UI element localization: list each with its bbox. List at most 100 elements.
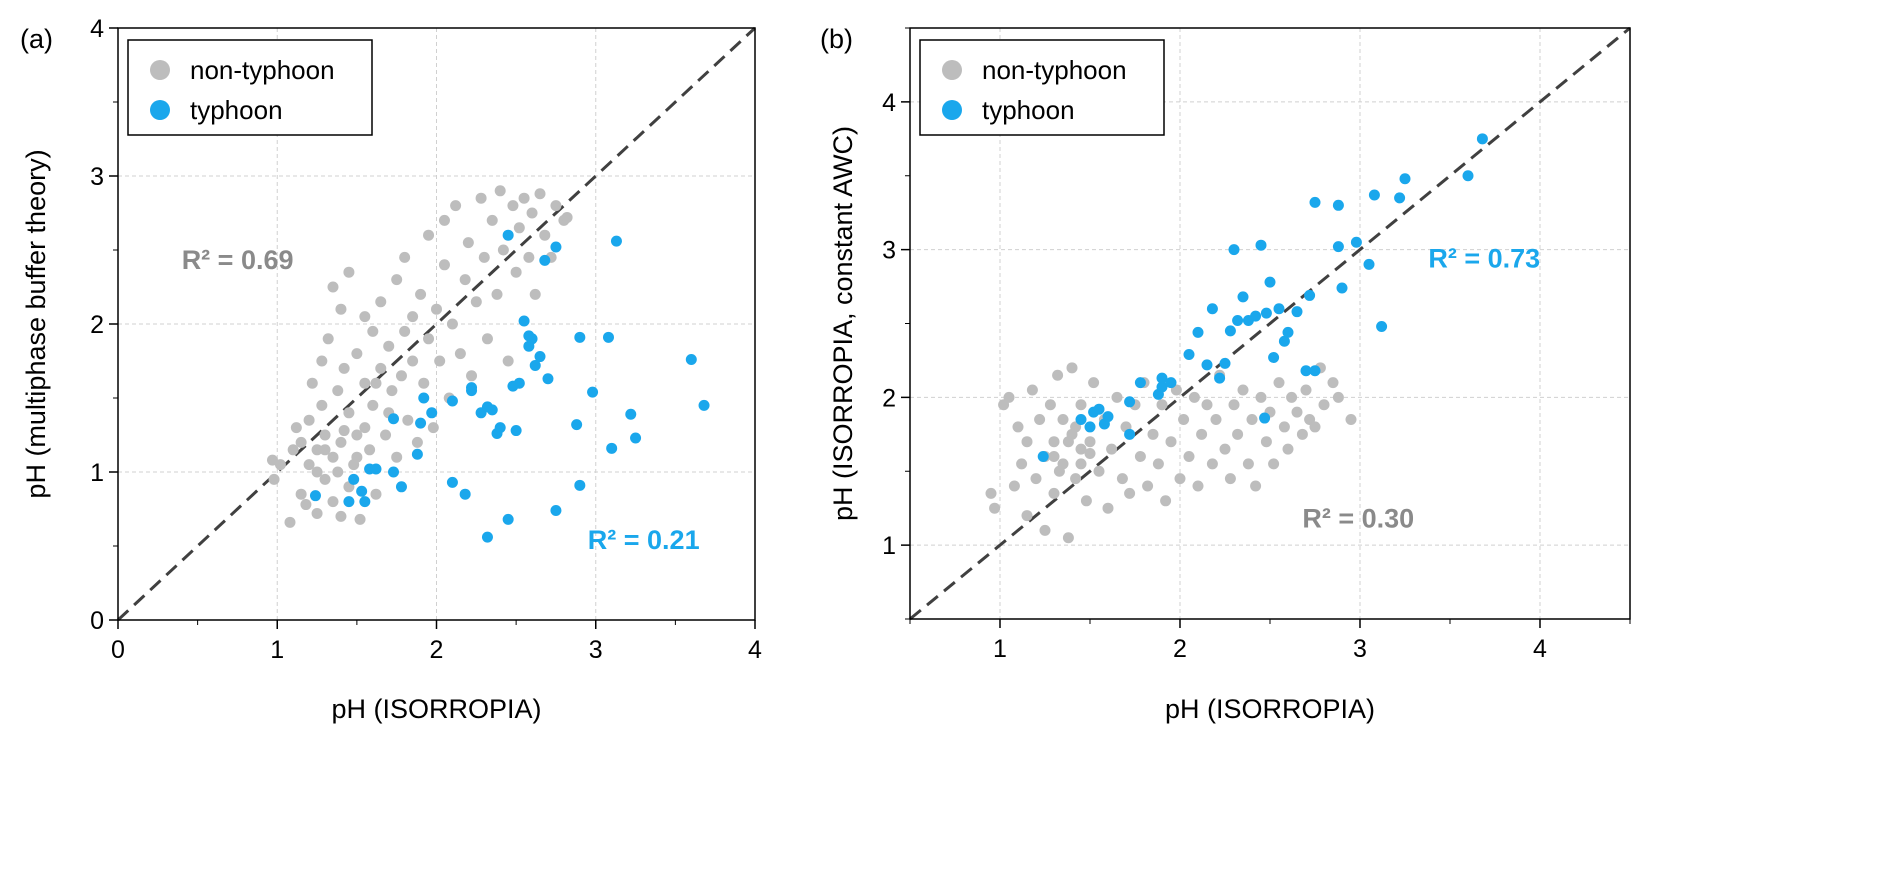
x-tick-label: 1 bbox=[270, 636, 284, 664]
typhoon-point bbox=[1037, 450, 1049, 462]
typhoon-point bbox=[1250, 310, 1262, 322]
x-tick-label: 2 bbox=[1173, 635, 1187, 663]
typhoon-point bbox=[1350, 236, 1362, 248]
non-typhoon-point bbox=[343, 266, 355, 278]
typhoon-point bbox=[1332, 241, 1344, 253]
typhoon-point bbox=[1206, 303, 1218, 315]
non-typhoon-point bbox=[494, 185, 506, 197]
y-tick-label: 1 bbox=[90, 459, 104, 487]
non-typhoon-point bbox=[502, 355, 514, 367]
non-typhoon-point bbox=[423, 333, 435, 345]
non-typhoon-point bbox=[268, 473, 280, 485]
non-typhoon-point bbox=[295, 488, 307, 500]
non-typhoon-point bbox=[1048, 487, 1060, 499]
non-typhoon-point bbox=[1192, 480, 1204, 492]
non-typhoon-point bbox=[1160, 495, 1172, 507]
typhoon-point bbox=[1309, 365, 1321, 377]
non-typhoon-point bbox=[1210, 414, 1222, 426]
typhoon-point bbox=[426, 407, 438, 419]
typhoon-point bbox=[574, 479, 586, 491]
typhoon-point bbox=[1124, 396, 1136, 408]
non-typhoon-point bbox=[300, 499, 312, 511]
typhoon-point bbox=[1192, 326, 1204, 338]
non-typhoon-point bbox=[1026, 384, 1038, 396]
non-typhoon-point bbox=[316, 355, 328, 367]
typhoon-point bbox=[1300, 365, 1312, 377]
non-typhoon-point bbox=[415, 288, 427, 300]
typhoon-point bbox=[502, 229, 514, 241]
non-typhoon-point bbox=[1268, 458, 1280, 470]
non-typhoon-point bbox=[466, 370, 478, 382]
typhoon-point bbox=[1304, 289, 1316, 301]
non-typhoon-point bbox=[1044, 399, 1056, 411]
non-typhoon-point bbox=[407, 355, 419, 367]
x-tick-label: 3 bbox=[1353, 635, 1367, 663]
typhoon-point bbox=[1332, 199, 1344, 211]
non-typhoon-point bbox=[491, 288, 503, 300]
non-typhoon-point bbox=[1147, 428, 1159, 440]
typhoon-point bbox=[529, 359, 541, 371]
non-typhoon-point bbox=[1052, 369, 1064, 381]
non-typhoon-point bbox=[434, 355, 446, 367]
y-tick-label: 1 bbox=[882, 532, 896, 560]
non-typhoon-point bbox=[319, 444, 331, 456]
non-typhoon-point bbox=[287, 444, 299, 456]
non-typhoon-point bbox=[510, 266, 522, 278]
typhoon-point bbox=[542, 373, 554, 385]
non-typhoon-point bbox=[1039, 524, 1051, 536]
panel-label: (a) bbox=[20, 24, 53, 54]
y-tick-label: 3 bbox=[90, 163, 104, 191]
non-typhoon-point bbox=[529, 288, 541, 300]
non-typhoon-point bbox=[1255, 391, 1267, 403]
x-tick-label: 4 bbox=[1533, 635, 1547, 663]
typhoon-point bbox=[518, 315, 530, 327]
non-typhoon-point bbox=[1075, 458, 1087, 470]
non-typhoon-point bbox=[319, 429, 331, 441]
non-typhoon-point bbox=[364, 444, 376, 456]
typhoon-point bbox=[513, 377, 525, 389]
typhoon-point bbox=[1363, 258, 1375, 270]
legend-marker-typhoon bbox=[150, 100, 170, 120]
non-typhoon-point bbox=[327, 496, 339, 508]
non-typhoon-point bbox=[375, 362, 387, 374]
non-typhoon-point bbox=[1084, 436, 1096, 448]
non-typhoon-point bbox=[1088, 377, 1100, 389]
non-typhoon-point bbox=[518, 192, 530, 204]
y-axis-label: pH (ISORROPIA, constant AWC) bbox=[828, 126, 858, 521]
non-typhoon-point bbox=[481, 333, 493, 345]
non-typhoon-point bbox=[486, 214, 498, 226]
non-typhoon-point bbox=[1219, 443, 1231, 455]
non-typhoon-point bbox=[561, 211, 573, 223]
non-typhoon-point bbox=[1345, 414, 1357, 426]
non-typhoon-point bbox=[985, 487, 997, 499]
non-typhoon-point bbox=[423, 229, 435, 241]
typhoon-point bbox=[1368, 189, 1380, 201]
non-typhoon-point bbox=[539, 229, 551, 241]
legend: non-typhoon typhoon bbox=[919, 39, 1165, 136]
legend-label-non-typhoon: non-typhoon bbox=[982, 55, 1127, 85]
non-typhoon-point bbox=[338, 425, 350, 437]
non-typhoon-point bbox=[311, 444, 323, 456]
x-tick-label: 2 bbox=[430, 636, 444, 664]
typhoon-point bbox=[574, 331, 586, 343]
typhoon-point bbox=[630, 432, 642, 444]
typhoon-point bbox=[1309, 196, 1321, 208]
r-squared-annotation: R² = 0.21 bbox=[588, 525, 700, 555]
non-typhoon-point bbox=[1116, 473, 1128, 485]
y-axis-label: pH (multiphase buffer theory) bbox=[21, 149, 51, 498]
typhoon-point bbox=[388, 413, 400, 425]
typhoon-point bbox=[1084, 421, 1096, 433]
non-typhoon-point bbox=[311, 466, 323, 478]
typhoon-point bbox=[1399, 173, 1411, 185]
non-typhoon-point bbox=[1152, 458, 1164, 470]
typhoon-point bbox=[446, 395, 458, 407]
plot-frame bbox=[117, 27, 756, 621]
typhoon-point bbox=[526, 333, 538, 345]
typhoon-point bbox=[502, 513, 514, 525]
non-typhoon-point bbox=[391, 274, 403, 286]
non-typhoon-point bbox=[1278, 421, 1290, 433]
non-typhoon-point bbox=[1102, 502, 1114, 514]
typhoon-point bbox=[1291, 306, 1303, 318]
non-typhoon-point bbox=[1224, 473, 1236, 485]
typhoon-point bbox=[1476, 133, 1488, 145]
